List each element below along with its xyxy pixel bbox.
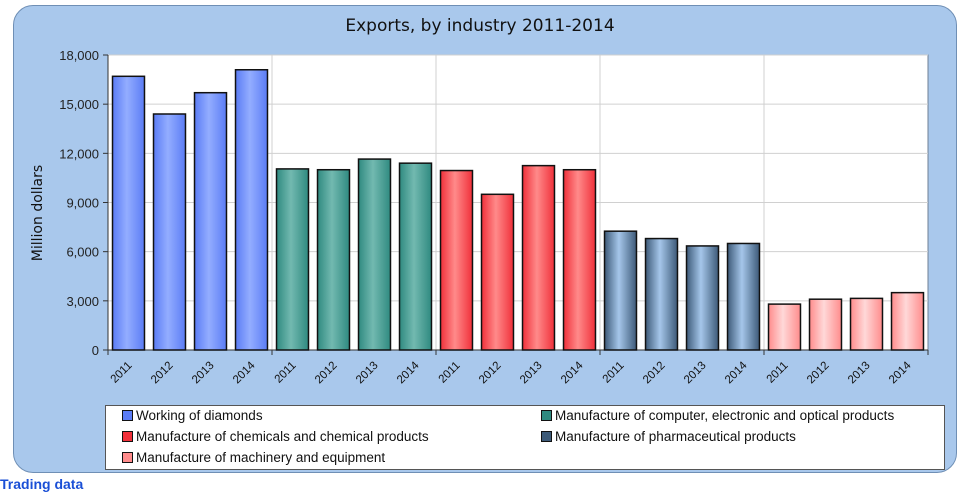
legend-item: Manufacture of chemicals and chemical pr…	[122, 429, 429, 444]
y-tick-label: 0	[92, 343, 99, 358]
chart-title: Exports, by industry 2011-2014	[345, 16, 615, 36]
bar	[398, 162, 433, 351]
bar	[439, 169, 474, 351]
x-tick-label: 2013	[682, 360, 709, 387]
x-tick-label: 2012	[313, 360, 340, 387]
bar	[603, 230, 638, 351]
bar	[480, 193, 515, 351]
legend-swatch	[541, 410, 552, 421]
legend-swatch	[122, 452, 133, 463]
bar	[685, 245, 720, 351]
x-tick-label: 2013	[190, 360, 217, 387]
bar	[890, 291, 925, 351]
legend-item: Working of diamonds	[122, 408, 263, 423]
source-link[interactable]: Trading data	[0, 476, 84, 492]
y-tick-label: 15,000	[59, 97, 99, 112]
bar	[726, 242, 761, 351]
x-tick-label: 2014	[559, 359, 586, 386]
bar	[644, 237, 679, 351]
legend-swatch	[122, 410, 133, 421]
y-tick-label: 9,000	[66, 196, 99, 211]
x-tick-label: 2013	[518, 360, 545, 387]
x-tick-label: 2011	[437, 360, 463, 386]
x-tick-label: 2011	[765, 360, 791, 386]
x-tick-label: 2014	[887, 359, 914, 386]
bar	[193, 91, 228, 351]
legend-label: Manufacture of chemicals and chemical pr…	[136, 429, 429, 444]
bar	[111, 75, 146, 351]
legend-item: Manufacture of machinery and equipment	[122, 450, 385, 465]
bar-chart: 0 3,000 6,000 9,000 12,000 15,000 18,000 2011 20…	[59, 48, 929, 387]
bar	[767, 303, 802, 351]
legend-label: Manufacture of machinery and equipment	[136, 450, 386, 465]
x-tick-label: 2014	[395, 359, 422, 386]
x-tick-label: 2011	[109, 360, 135, 386]
y-tick-label: 18,000	[59, 48, 99, 63]
bar	[521, 164, 556, 351]
legend-item: Manufacture of pharmaceutical products	[541, 429, 796, 444]
x-tick-label: 2013	[354, 360, 381, 387]
y-tick-label: 6,000	[66, 245, 99, 260]
x-tick-label: 2012	[477, 360, 504, 387]
x-tick-label: 2011	[273, 360, 299, 386]
x-tick-label: 2011	[601, 360, 627, 386]
x-tick-label: 2012	[805, 360, 832, 387]
legend: Working of diamonds Manufacture of compu…	[105, 405, 945, 470]
legend-label: Working of diamonds	[136, 408, 263, 423]
bar	[808, 298, 843, 351]
legend-swatch	[122, 431, 133, 442]
legend-item: Manufacture of computer, electronic and …	[541, 408, 894, 423]
bar	[849, 297, 884, 351]
bar	[234, 69, 269, 351]
legend-label: Manufacture of pharmaceutical products	[555, 429, 796, 444]
legend-swatch	[541, 431, 552, 442]
x-tick-label: 2012	[641, 360, 668, 387]
legend-label: Manufacture of computer, electronic and …	[555, 408, 895, 423]
x-tick-label: 2013	[846, 360, 873, 387]
x-tick-label: 2014	[723, 359, 750, 386]
x-tick-label: 2012	[149, 360, 176, 387]
y-tick-label: 3,000	[66, 294, 99, 309]
bar	[275, 168, 310, 351]
bar	[152, 113, 187, 351]
bar	[562, 168, 597, 351]
x-tick-label: 2014	[231, 359, 258, 386]
y-tick-label: 12,000	[59, 146, 99, 161]
bar	[316, 168, 351, 351]
bar	[357, 158, 392, 351]
